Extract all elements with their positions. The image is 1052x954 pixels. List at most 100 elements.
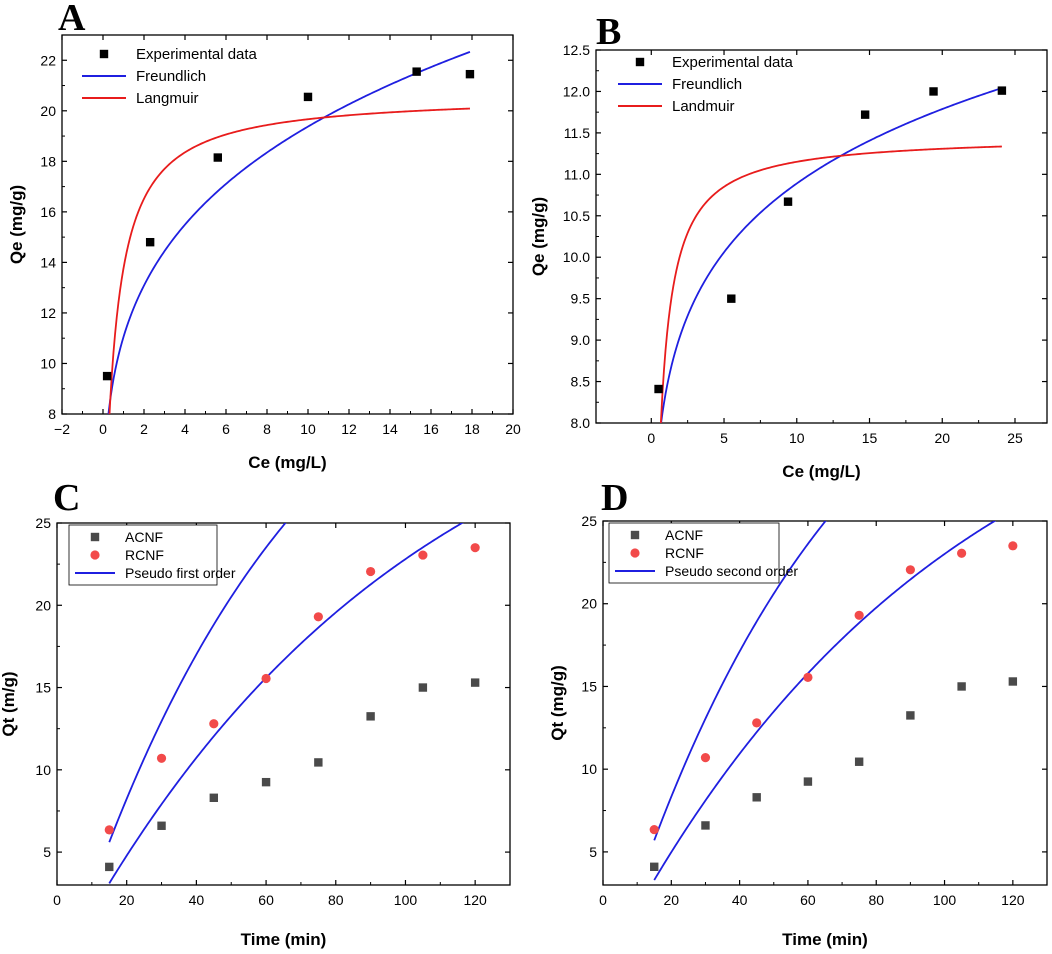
y-tick-label: 20 xyxy=(40,103,56,119)
legend-square-swatch xyxy=(635,57,645,67)
data-point-experimental-data xyxy=(412,67,421,76)
legend: Experimental data Freundlich Langmuir xyxy=(82,46,258,107)
data-point-acnf xyxy=(752,793,761,802)
x-tick-label: 10 xyxy=(300,421,316,437)
data-point-experimental-data xyxy=(997,86,1007,95)
data-point-acnf xyxy=(261,777,271,787)
y-tick-label: 8 xyxy=(48,406,56,422)
y-tick-label: 9.5 xyxy=(571,291,591,307)
legend-label: Pseudo second order xyxy=(665,563,798,579)
data-point-experimental-data xyxy=(303,92,313,102)
x-tick-label: 80 xyxy=(868,892,884,908)
data-point-experimental-data xyxy=(783,197,793,206)
legend-label: ACNF xyxy=(125,529,163,545)
fit-line-landmuir xyxy=(659,145,1002,423)
legend-label: Langmuir xyxy=(136,90,199,107)
x-tick-label: 40 xyxy=(189,892,205,908)
data-point-rcnf xyxy=(104,825,114,835)
data-point-experimental-data xyxy=(465,69,475,79)
fit-line-langmuir xyxy=(108,107,470,414)
y-tick-label: 22 xyxy=(40,52,56,68)
y-tick-label: 15 xyxy=(35,680,51,696)
legend-label: Freundlich xyxy=(136,68,206,85)
x-tick-label: 100 xyxy=(933,892,957,908)
x-tick-label: 12 xyxy=(341,421,357,437)
fit-line-pseudo-second-order xyxy=(653,521,997,881)
data-point-rcnf xyxy=(700,753,711,763)
y-tick-label: 14 xyxy=(40,254,56,270)
legend-square-swatch xyxy=(99,49,109,59)
x-tick-label: 8 xyxy=(263,421,271,437)
x-tick-label: 20 xyxy=(934,430,950,446)
x-tick-label: 10 xyxy=(789,430,805,446)
data-point-rcnf xyxy=(209,719,219,729)
data-point-experimental-data xyxy=(102,371,112,381)
y-tick-label: 10 xyxy=(581,761,597,777)
x-tick-label: 4 xyxy=(181,421,189,437)
panel-b: B 0 5 10 15 20 25 8.0 8.5 9.0 9.5 10.0 10.5 11.0 11.5 1… xyxy=(529,11,1048,481)
x-tick-label: 100 xyxy=(394,892,418,908)
x-tick-label: 60 xyxy=(258,892,274,908)
y-axis-label: Qe (mg/g) xyxy=(7,185,26,264)
data-point-rcnf xyxy=(752,718,762,728)
data-point-acnf xyxy=(105,862,114,872)
x-tick-label: 0 xyxy=(599,892,607,908)
panel-c: C 0 20 40 60 80 100 120 5 10 15 20 25 Time (min) Qt (m… xyxy=(0,477,511,949)
x-tick-label: 120 xyxy=(1001,892,1025,908)
fit-line-secondary xyxy=(653,521,827,841)
x-tick-label: 60 xyxy=(800,892,816,908)
x-axis-label: Ce (mg/L) xyxy=(248,453,326,472)
legend: Experimental data Freundlich Landmuir xyxy=(618,54,794,115)
x-tick-label: 16 xyxy=(423,421,439,437)
y-tick-label: 12.5 xyxy=(563,42,590,58)
data-point-acnf xyxy=(470,678,480,687)
data-point-rcnf xyxy=(313,612,323,622)
fit-line-secondary xyxy=(108,523,287,843)
data-point-rcnf xyxy=(156,753,167,763)
data-point-acnf xyxy=(854,757,864,766)
y-tick-label: 10.5 xyxy=(563,208,590,224)
y-tick-label: 8.5 xyxy=(571,374,591,390)
panel-letter: A xyxy=(58,0,86,39)
data-point-rcnf xyxy=(854,610,864,620)
y-tick-label: 25 xyxy=(581,513,597,529)
y-tick-label: 11.5 xyxy=(564,125,590,141)
legend-label: ACNF xyxy=(665,527,703,543)
y-tick-label: 5 xyxy=(43,844,51,860)
x-tick-label: 0 xyxy=(53,892,61,908)
x-tick-label: 18 xyxy=(464,421,480,437)
data-point-experimental-data xyxy=(145,237,155,247)
y-tick-label: 10 xyxy=(40,355,56,371)
legend-circle-swatch xyxy=(90,550,100,560)
x-axis-label: Time (min) xyxy=(782,930,868,949)
data-point-acnf xyxy=(1008,677,1018,686)
data-point-acnf xyxy=(803,777,813,786)
x-tick-label: 20 xyxy=(119,892,135,908)
fit-line-pseudo-first-order xyxy=(108,523,464,884)
data-point-acnf xyxy=(650,862,659,871)
panel-letter: D xyxy=(601,477,628,519)
x-tick-label: 40 xyxy=(732,892,748,908)
data-point-experimental-data xyxy=(654,384,663,394)
y-tick-label: 12.0 xyxy=(563,83,590,99)
y-axis-label: Qe (mg/g) xyxy=(529,197,548,276)
legend-label: Freundlich xyxy=(672,76,742,93)
data-point-acnf xyxy=(418,683,428,692)
data-point-rcnf xyxy=(957,548,967,558)
y-tick-label: 11.0 xyxy=(564,166,590,182)
legend-square-swatch xyxy=(90,532,100,542)
data-point-rcnf xyxy=(803,672,813,682)
y-tick-label: 10 xyxy=(35,762,51,778)
y-tick-label: 16 xyxy=(40,204,56,220)
data-point-acnf xyxy=(157,821,166,830)
y-axis-label: Qt (mg/g) xyxy=(548,665,567,741)
legend-label: RCNF xyxy=(665,545,704,561)
x-tick-label: 5 xyxy=(720,430,728,446)
data-point-acnf xyxy=(701,821,710,830)
data-point-experimental-data xyxy=(213,153,222,162)
x-tick-label: −2 xyxy=(54,421,70,437)
x-tick-label: 20 xyxy=(505,421,521,437)
x-axis-label: Time (min) xyxy=(241,930,327,949)
fit-line-freundlich xyxy=(660,87,1003,423)
plot-frame xyxy=(61,34,514,415)
